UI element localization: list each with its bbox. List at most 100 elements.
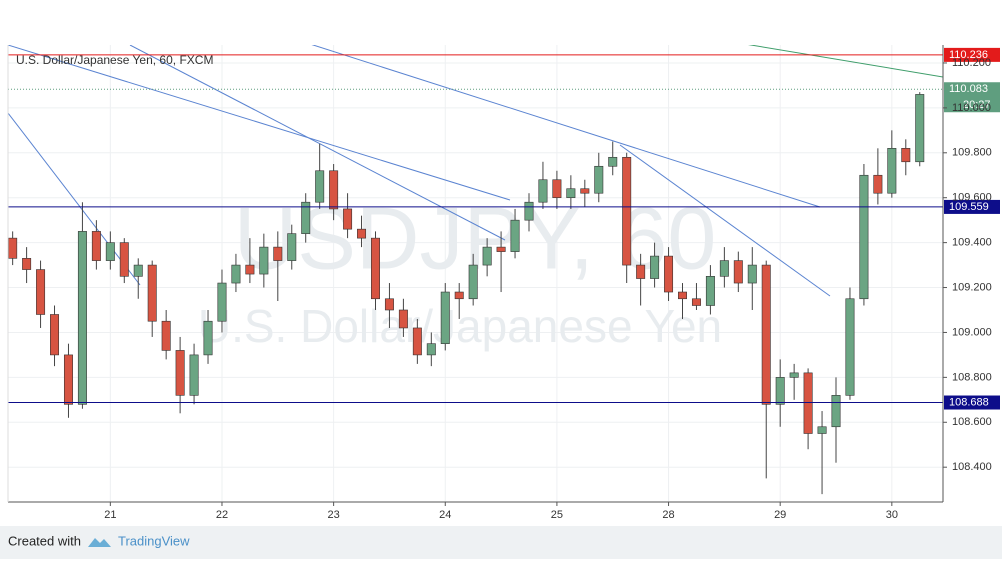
tradingview-logo: [88, 538, 111, 547]
candle-body: [524, 201, 534, 221]
candle-body: [91, 231, 101, 261]
candle-body: [440, 291, 450, 344]
last-price-box: [944, 82, 1000, 113]
candle-body: [468, 264, 478, 300]
candle-body: [371, 237, 380, 300]
candle-body: [426, 343, 436, 356]
candle-body: [608, 156, 618, 167]
candle-body: [105, 242, 115, 261]
candle-body: [398, 309, 408, 329]
y-tick-label: 109.800: [952, 147, 992, 159]
candle-body: [189, 354, 199, 396]
candle-body: [594, 165, 604, 194]
candle-body: [566, 188, 576, 199]
candle-body: [133, 264, 143, 277]
candle-body: [719, 260, 729, 277]
candle-body: [147, 264, 157, 322]
x-tick-label: 30: [886, 509, 898, 521]
candle-body: [650, 255, 660, 279]
x-tick-label: 21: [104, 509, 116, 521]
level-label-box: [944, 47, 1000, 62]
candle-body: [203, 320, 213, 356]
candle-body: [761, 264, 771, 405]
chart-title: U.S. Dollar/Japanese Yen, 60, FXCM: [16, 53, 213, 67]
trend-line: [8, 45, 511, 201]
candle-body: [496, 246, 506, 252]
candle-body: [915, 94, 925, 163]
candle-body: [859, 174, 869, 300]
candle-body: [77, 231, 87, 405]
y-tick-label: 109.200: [952, 281, 992, 293]
level-label: 108.688: [949, 396, 989, 408]
footer: [0, 526, 1002, 559]
candles: [8, 92, 925, 495]
grid: [8, 45, 943, 502]
level-label: 109.559: [949, 201, 989, 213]
watermark-subtitle: U.S. Dollar/Japanese Yen: [198, 300, 722, 352]
candle-body: [315, 170, 325, 203]
candle-body: [357, 228, 367, 239]
candle-body: [384, 298, 394, 311]
axis: 108.400 108.600 108.800 109.000 109.200 109.4…: [104, 57, 992, 521]
candle-body: [161, 320, 171, 351]
trend-line: [8, 112, 141, 286]
last-price-label: 110.083: [949, 83, 988, 95]
level-label-box: [944, 395, 1000, 410]
footer-brand: TradingView: [118, 533, 190, 548]
candle-body: [259, 246, 269, 275]
candle-body: [552, 179, 562, 199]
y-tick-label: 109.600: [952, 192, 992, 204]
y-tick-label: 109.400: [952, 237, 992, 249]
x-tick-label: 24: [439, 509, 451, 521]
candle-body: [831, 395, 841, 428]
candle-body: [789, 372, 799, 378]
candle-body: [482, 246, 492, 266]
candle-body: [691, 298, 701, 306]
candle-body: [678, 291, 687, 300]
candle-body: [301, 201, 311, 234]
candle-body: [217, 282, 227, 322]
x-tick-label: 29: [774, 509, 786, 521]
x-tick-label: 25: [551, 509, 563, 521]
trend-line: [311, 45, 821, 208]
candle-body: [803, 372, 813, 434]
candle-body: [245, 264, 255, 275]
levels: 110.236 109.559 108.688 110.083 20:27: [8, 47, 1000, 410]
candle-body: [733, 260, 743, 284]
y-tick-label: 108.400: [952, 461, 992, 473]
level-label: 110.236: [949, 49, 988, 61]
candle-body: [287, 233, 297, 261]
candle-body: [510, 219, 520, 252]
trend-line: [747, 45, 943, 78]
y-tick-label: 110.200: [952, 57, 991, 69]
trend-line: [129, 45, 506, 241]
countdown-label: 20:27: [963, 99, 991, 111]
candle-body: [664, 255, 674, 293]
candle-body: [705, 276, 715, 306]
trend-line: [619, 144, 831, 297]
x-tick-label: 22: [216, 509, 228, 521]
candle-body: [36, 269, 46, 315]
trend-lines: [8, 45, 943, 297]
candle-body: [119, 242, 129, 277]
y-tick-label: 108.600: [952, 416, 992, 428]
candle-body: [22, 258, 32, 270]
candle-body: [538, 179, 548, 203]
candle-body: [412, 327, 422, 356]
footer-created: Created with: [8, 533, 81, 548]
candle-body: [63, 354, 73, 405]
candle-body: [817, 426, 827, 434]
candle-body: [454, 291, 464, 300]
candle-body: [231, 264, 241, 284]
candle-body: [175, 350, 185, 396]
candle-body: [273, 246, 283, 261]
candle-body: [887, 148, 897, 194]
candle-body: [901, 148, 911, 163]
candle-body: [343, 208, 353, 230]
y-tick-label: 108.800: [952, 371, 992, 383]
candle-body: [50, 314, 60, 356]
candle-body: [622, 156, 632, 266]
candle-body: [8, 237, 18, 259]
candle-body: [329, 170, 339, 210]
